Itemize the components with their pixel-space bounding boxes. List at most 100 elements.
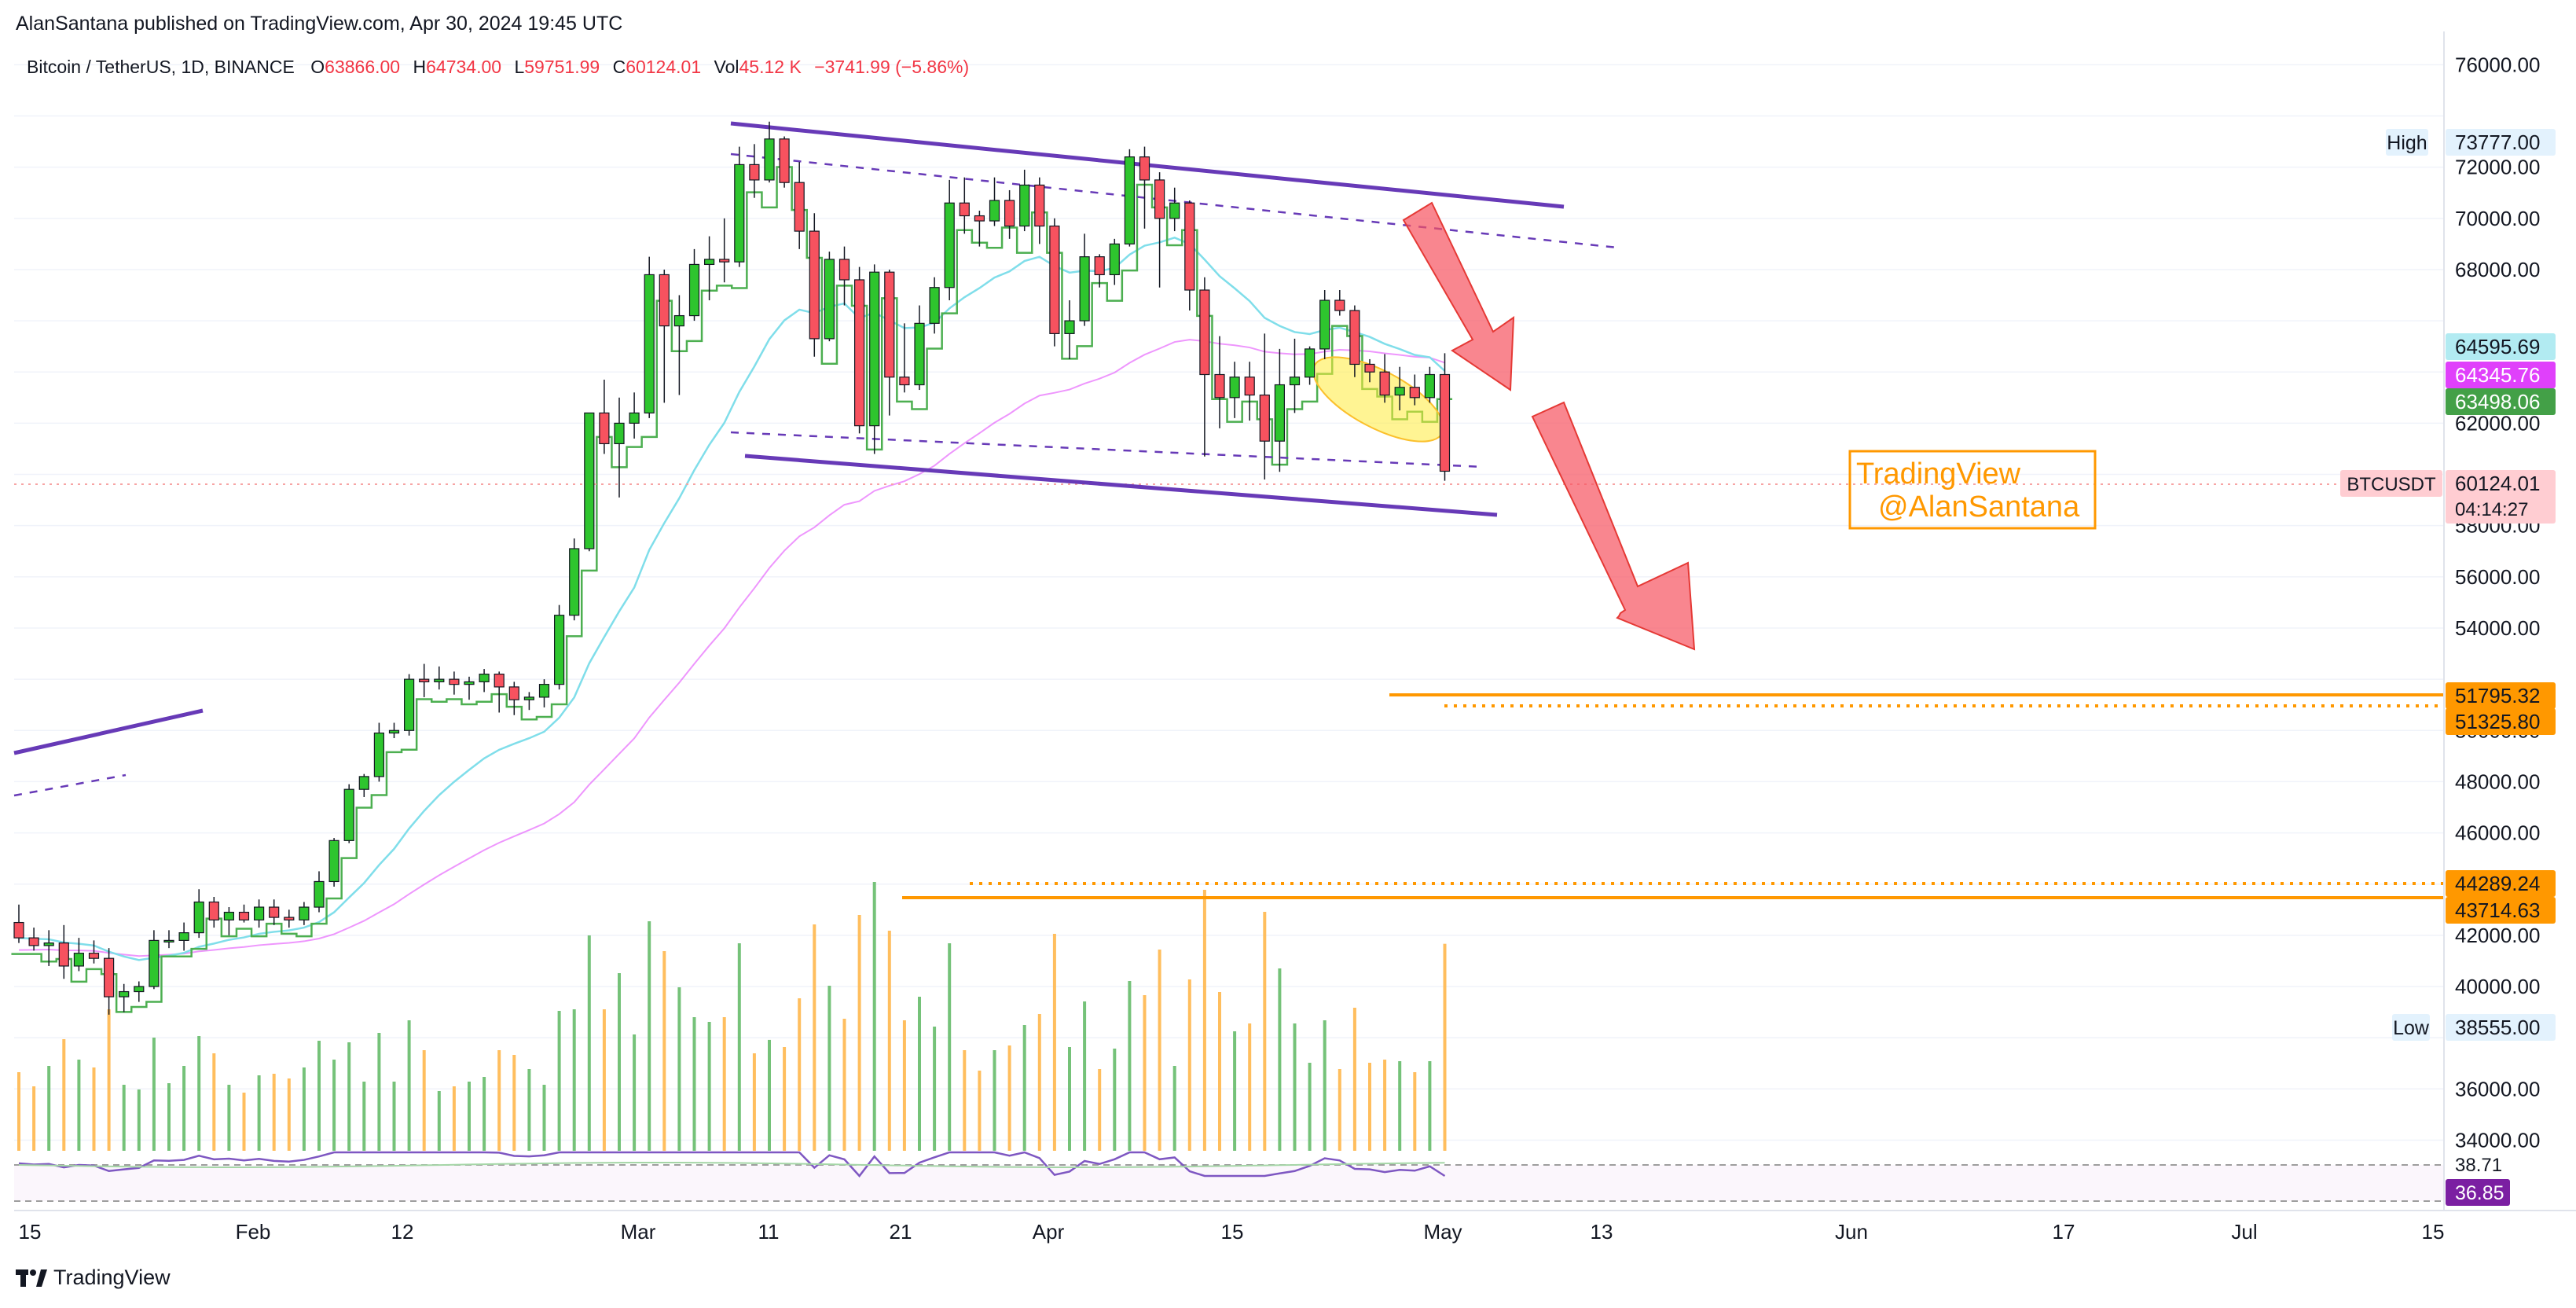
volume-bar [1293, 1023, 1297, 1151]
volume-bar [468, 1082, 471, 1151]
volume-bar [1368, 1063, 1371, 1151]
symbol-legend[interactable]: Bitcoin / TetherUS, 1D, BINANCE O63866.0… [27, 57, 969, 78]
candle [328, 838, 339, 887]
volume-bar [783, 1047, 787, 1151]
ma-cyan-price-label: 64595.69 [2446, 333, 2556, 360]
rsi-value-label: 36.85 [2446, 1179, 2510, 1206]
candle [1379, 354, 1390, 403]
down-arrow-small-icon[interactable] [1402, 201, 1515, 391]
time-tick-label: 11 [758, 1220, 780, 1244]
candle [88, 940, 100, 964]
volume-bar [602, 1009, 606, 1151]
candle [284, 909, 295, 928]
volume-bar [197, 1036, 201, 1151]
candle [1214, 336, 1225, 428]
candle [734, 146, 745, 267]
svg-text:BTCUSDT: BTCUSDT [2347, 474, 2436, 495]
candle [584, 412, 595, 552]
candle [314, 871, 325, 913]
time-tick-label: Jul [2231, 1220, 2257, 1244]
candle [1094, 254, 1105, 288]
ma-green-line [11, 166, 1453, 1013]
old-trend-dashed[interactable] [13, 773, 127, 797]
time-tick-label: 12 [391, 1220, 414, 1244]
rsi-band [14, 1165, 2444, 1201]
volume-bar [1218, 992, 1221, 1151]
high-label: High 73777.00 [2386, 129, 2556, 156]
candle [388, 722, 400, 739]
volume-bar [227, 1085, 231, 1151]
candle [1304, 346, 1316, 385]
volume-bar [1443, 943, 1447, 1151]
symbol-title: Bitcoin / TetherUS, 1D, BINANCE [27, 57, 295, 77]
candle [794, 162, 805, 249]
volume-bar [1352, 1008, 1356, 1151]
candle [1259, 333, 1270, 480]
volume-bar [242, 1093, 246, 1151]
candle [703, 236, 715, 301]
volume-bar [47, 1066, 51, 1151]
volume-bar [798, 998, 802, 1151]
volume-bar [1187, 979, 1191, 1151]
time-tick-label: 15 [19, 1220, 42, 1244]
candle [629, 392, 640, 439]
candle [1349, 305, 1360, 377]
price-tick-label: 40000.00 [2455, 975, 2540, 998]
volume-bar [587, 935, 591, 1151]
channel-lower-line[interactable] [744, 454, 1498, 517]
volume-bar [1413, 1072, 1417, 1151]
candle [238, 904, 250, 923]
time-tick-label: Feb [236, 1220, 271, 1244]
volume-bar [872, 882, 876, 1151]
svg-text:36.85: 36.85 [2455, 1182, 2504, 1204]
down-arrow-large-icon[interactable] [1531, 401, 1696, 651]
old-trend-line[interactable] [13, 708, 204, 755]
volume-bar [707, 1022, 711, 1151]
volume-bar [407, 1020, 411, 1151]
volume-bar [813, 924, 816, 1151]
candle [569, 538, 580, 621]
candle [373, 722, 384, 782]
time-tick-label: 21 [890, 1220, 912, 1244]
price-tick-label: 54000.00 [2455, 616, 2540, 640]
volume-bar [692, 1017, 696, 1151]
volume-bar [948, 943, 952, 1151]
candle [523, 692, 535, 711]
volume-bar [512, 1055, 516, 1151]
time-axis[interactable]: 15 Feb 12 Mar 11 21 Apr 15 May 13 Jun 17 Jul 15 [19, 1220, 2445, 1244]
candle [178, 922, 189, 951]
volume-bar [1263, 912, 1267, 1151]
candle [1394, 366, 1405, 411]
svg-text:44289.24: 44289.24 [2455, 872, 2540, 895]
volume-bar [842, 1019, 846, 1151]
candle [538, 679, 550, 707]
time-tick-label: 17 [2053, 1220, 2075, 1244]
candle [884, 269, 895, 416]
candle [1169, 187, 1180, 232]
candle [553, 604, 565, 690]
price-tick-label: 56000.00 [2455, 565, 2540, 589]
volume-bar [257, 1075, 261, 1151]
candle [824, 252, 835, 342]
time-tick-label: 13 [1591, 1220, 1613, 1244]
candle [13, 904, 24, 943]
price-tick-label: 36000.00 [2455, 1077, 2540, 1100]
candle [58, 924, 69, 979]
price-tick-label: 76000.00 [2455, 53, 2540, 76]
volume-bar [1068, 1047, 1071, 1151]
volume-bar [963, 1050, 967, 1151]
candle [343, 784, 354, 843]
time-tick-label: 15 [1221, 1220, 1244, 1244]
volume-bar [377, 1033, 381, 1151]
price-tick-label: 48000.00 [2455, 770, 2540, 793]
svg-text:Low: Low [2393, 1017, 2430, 1039]
volume-bar [17, 1072, 20, 1151]
candle [43, 930, 54, 966]
footer-brand[interactable]: TradingView [16, 1266, 171, 1290]
candle [869, 264, 880, 454]
footer-brand-text: TradingView [53, 1266, 171, 1289]
price-axis[interactable]: 76000.00 72000.00 70000.00 68000.00 62000.00… [2455, 53, 2540, 1152]
candle [853, 266, 865, 434]
svg-text:60124.01: 60124.01 [2455, 472, 2540, 495]
